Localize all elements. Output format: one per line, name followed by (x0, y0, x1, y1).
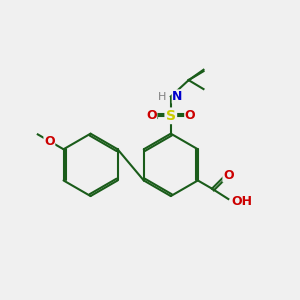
Text: N: N (172, 90, 183, 103)
Text: S: S (166, 109, 176, 123)
Text: O: O (223, 169, 234, 182)
Text: O: O (185, 109, 195, 122)
Text: OH: OH (231, 195, 252, 208)
Text: O: O (146, 109, 157, 122)
Text: O: O (44, 135, 55, 148)
Text: H: H (158, 92, 166, 101)
